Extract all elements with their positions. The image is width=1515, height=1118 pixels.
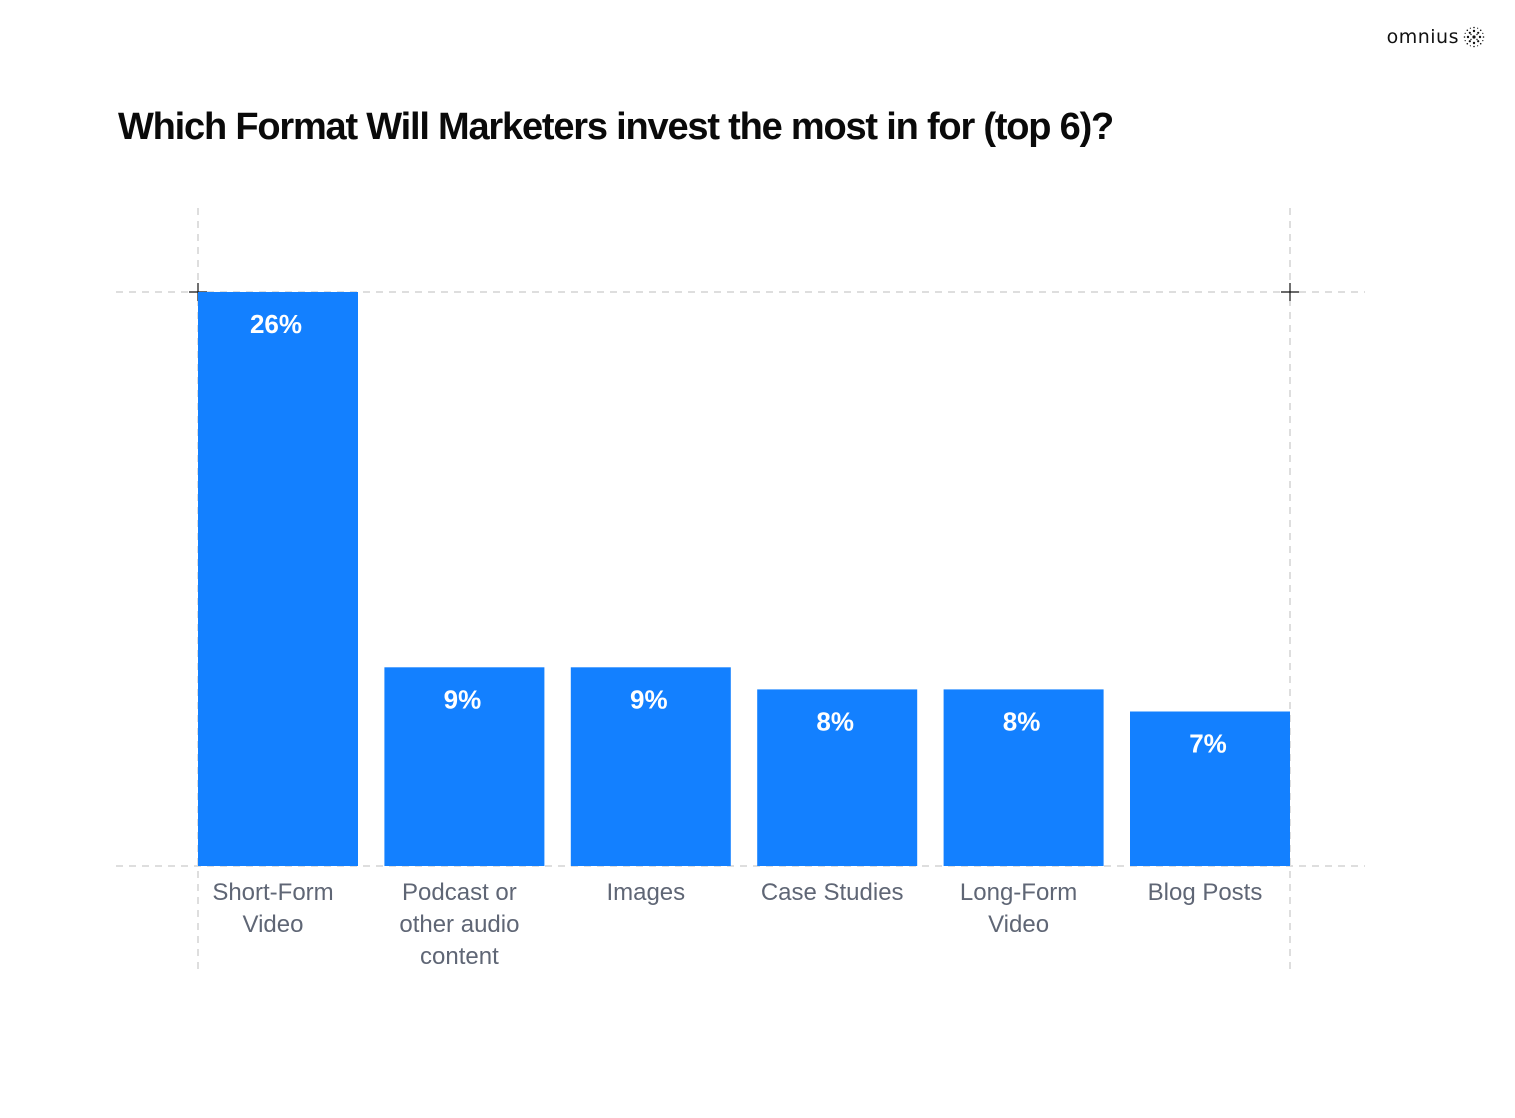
bar (757, 689, 918, 866)
category-label: Case Studies (761, 879, 904, 906)
bar (384, 667, 545, 866)
value-label: 9% (444, 684, 482, 714)
category-label: Long-Form Video (960, 879, 1077, 938)
category-label-line: content (420, 943, 499, 970)
category-label: Blog Posts (1148, 879, 1263, 906)
category-label-line: Images (606, 879, 685, 906)
brand-logo: omnius (1387, 26, 1485, 48)
category-label-line: other audio (399, 911, 519, 938)
value-label: 8% (1003, 706, 1041, 736)
bar (570, 667, 731, 866)
bar (943, 689, 1104, 866)
category-label: Images (606, 879, 685, 906)
category-label-line: Long-Form (960, 879, 1077, 906)
category-label-line: Podcast or (402, 879, 517, 906)
category-label: Podcast or other audio content (399, 879, 519, 970)
value-label: 8% (816, 706, 854, 736)
category-label-line: Video (988, 911, 1049, 938)
dotted-sphere-icon (1463, 26, 1485, 48)
bar (198, 292, 358, 866)
category-label-line: Video (243, 911, 304, 938)
value-labels: 26% 9% 9% 8% 8% 7% (250, 309, 1227, 759)
crosshair-marker (1281, 283, 1299, 301)
brand-name: omnius (1386, 26, 1459, 48)
bar (1130, 711, 1290, 866)
category-label-line: Blog Posts (1148, 879, 1263, 906)
value-label: 9% (630, 684, 668, 714)
category-label-line: Case Studies (761, 879, 904, 906)
category-labels: Short-Form Video Podcast or other audio cont… (212, 879, 1262, 970)
category-label-line: Short-Form (212, 879, 333, 906)
bars (198, 292, 1290, 866)
value-label: 7% (1189, 729, 1227, 759)
value-label: 26% (250, 309, 302, 339)
chart-title: Which Format Will Marketers invest the m… (118, 106, 1114, 148)
category-label: Short-Form Video (212, 879, 333, 938)
